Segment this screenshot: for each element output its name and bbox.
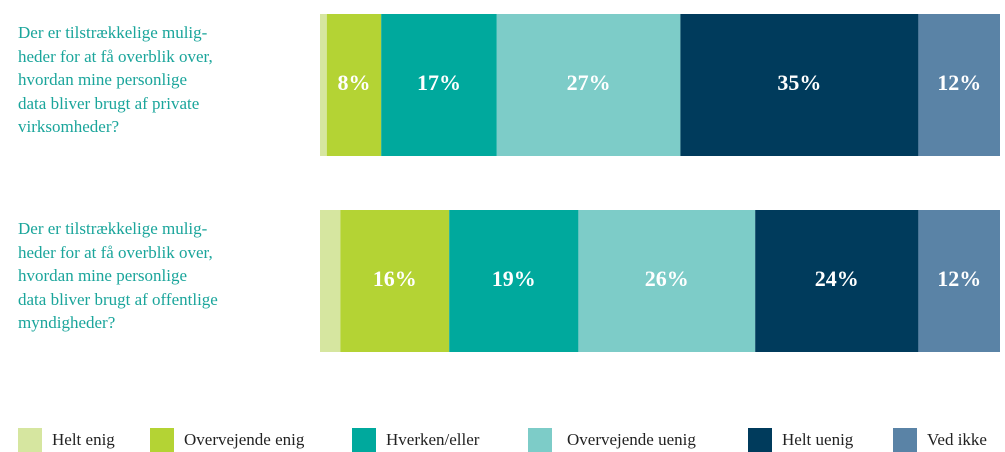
legend-swatch — [352, 428, 376, 452]
bar-segment — [680, 14, 919, 156]
legend-swatch — [528, 428, 552, 452]
value-label: 35% — [777, 70, 821, 95]
legend-swatch — [748, 428, 772, 452]
value-label: 8% — [338, 70, 371, 95]
bar-segment — [340, 210, 450, 352]
bar-segment — [918, 210, 1000, 352]
bar-segment — [496, 14, 681, 156]
legend-label: Overvejende enig — [184, 430, 305, 449]
bar-segment — [320, 210, 341, 352]
bar-segment — [449, 210, 579, 352]
bar-segment — [918, 14, 1000, 156]
value-label: 27% — [567, 70, 611, 95]
legend-swatch — [150, 428, 174, 452]
value-label: 24% — [815, 266, 859, 291]
value-label: 16% — [373, 266, 417, 291]
legend-label: Ved ikke — [927, 430, 987, 449]
legend-label: Helt enig — [52, 430, 115, 449]
bar-segment — [578, 210, 756, 352]
value-label: 12% — [937, 70, 981, 95]
legend-label: Helt uenig — [782, 430, 854, 449]
legend-label: Hverken/eller — [386, 430, 480, 449]
legend-swatch — [893, 428, 917, 452]
bar-segment — [326, 14, 382, 156]
value-label: 19% — [492, 266, 536, 291]
bar-segment — [320, 14, 327, 156]
value-label: 26% — [645, 266, 689, 291]
bar-segment — [755, 210, 919, 352]
bar-segment — [381, 14, 497, 156]
value-label: 17% — [417, 70, 461, 95]
legend-swatch — [18, 428, 42, 452]
legend-label: Overvejende uenig — [567, 430, 696, 449]
category-label: Der er tilstrækkelige mulig- heder for a… — [18, 23, 213, 136]
category-label: Der er tilstrækkelige mulig- heder for a… — [18, 219, 218, 332]
value-label: 12% — [937, 266, 981, 291]
